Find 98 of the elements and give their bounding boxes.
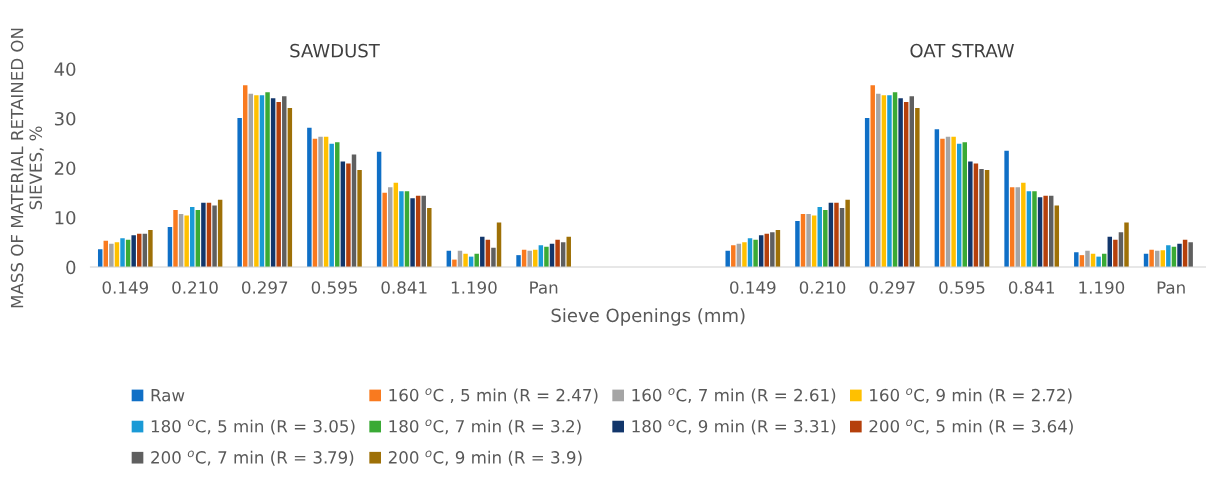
bar bbox=[254, 95, 259, 268]
bar bbox=[544, 246, 549, 268]
bar bbox=[731, 245, 736, 268]
bar bbox=[1166, 245, 1171, 268]
bar bbox=[533, 249, 538, 268]
bar bbox=[753, 239, 758, 268]
bar bbox=[1021, 182, 1026, 268]
bar bbox=[410, 198, 415, 268]
bar bbox=[940, 138, 945, 268]
bar bbox=[1149, 249, 1154, 268]
y-tick-label: 20 bbox=[54, 161, 76, 176]
x-tick-label: 0.841 bbox=[1008, 281, 1055, 294]
bar bbox=[399, 191, 404, 268]
x-tick-label: 0.595 bbox=[939, 281, 985, 294]
bar bbox=[318, 136, 323, 268]
x-tick-label: 0.149 bbox=[102, 281, 148, 294]
bar bbox=[427, 208, 432, 268]
bar bbox=[887, 95, 892, 268]
bar bbox=[1113, 239, 1118, 268]
bar bbox=[1096, 256, 1101, 268]
x-tick-label: 0.149 bbox=[730, 281, 776, 294]
x-tick-label: 0.210 bbox=[799, 281, 846, 294]
bar bbox=[276, 102, 281, 268]
bar bbox=[201, 202, 206, 268]
bar bbox=[725, 250, 730, 268]
bar bbox=[1177, 243, 1182, 268]
x-tick-label: 1.190 bbox=[1079, 281, 1125, 294]
legend-label: 160 $^{o}$C, 9 min (R = 2.72) bbox=[870, 388, 1072, 404]
y-tick-label: 10 bbox=[55, 210, 76, 225]
bar bbox=[795, 220, 800, 268]
text: OAT STRAW bbox=[910, 43, 1014, 58]
bar bbox=[527, 250, 532, 268]
bar bbox=[131, 235, 136, 268]
legend-label: 200 $^{o}$C, 7 min (R = 3.79) bbox=[151, 450, 354, 466]
x-tick-label: 0.595 bbox=[311, 281, 357, 294]
x-tick-label: 0.297 bbox=[242, 281, 288, 294]
bar bbox=[109, 243, 114, 268]
legend-label: 180 $^{o}$C, 7 min (R = 3.2) bbox=[389, 419, 581, 435]
bar bbox=[265, 92, 270, 268]
bar bbox=[120, 238, 125, 268]
bar bbox=[382, 192, 387, 268]
x-tick-label: 1.190 bbox=[451, 281, 497, 294]
bar bbox=[834, 202, 839, 268]
bar bbox=[1032, 191, 1037, 268]
bar bbox=[307, 127, 312, 268]
legend-label: 200 $^{o}$C, 9 min (R = 3.9) bbox=[388, 450, 582, 466]
bar bbox=[870, 85, 875, 268]
bar bbox=[282, 96, 287, 268]
bar bbox=[1188, 242, 1193, 268]
x-tick-label: 0.841 bbox=[381, 281, 427, 294]
bar bbox=[357, 169, 362, 268]
bar bbox=[806, 214, 811, 268]
bar bbox=[212, 205, 217, 268]
bar bbox=[979, 168, 984, 268]
bar bbox=[463, 253, 468, 268]
legend-label: 180 $^{o}$C, 9 min (R = 3.31) bbox=[632, 419, 836, 435]
x-tick-label: 0.210 bbox=[172, 281, 218, 294]
legend-label: 200 $^{o}$C, 5 min (R = 3.64) bbox=[869, 419, 1073, 435]
y-tick-label: 30 bbox=[54, 111, 76, 126]
bar bbox=[555, 239, 560, 268]
text: SAWDUST bbox=[290, 43, 380, 58]
bar bbox=[1043, 195, 1048, 268]
y-axis-title: MASS OF MATERIAL RETAINED ON SIEVES, % bbox=[10, 28, 44, 308]
x-tick-label: 0.297 bbox=[869, 281, 915, 294]
bar bbox=[452, 259, 457, 268]
legend-label: 180 $^{o}$C, 5 min (R = 3.05) bbox=[151, 419, 355, 435]
bar bbox=[770, 232, 775, 268]
x-tick-label: Pan bbox=[530, 281, 558, 294]
bar bbox=[480, 236, 485, 268]
bar bbox=[491, 247, 496, 268]
legend-label: Raw bbox=[151, 389, 185, 402]
bar bbox=[823, 210, 828, 268]
bar bbox=[148, 229, 153, 268]
x-axis-title: Sieve Openings (mm) bbox=[551, 308, 745, 326]
bar bbox=[845, 199, 850, 268]
bar bbox=[184, 215, 189, 268]
bar bbox=[1124, 222, 1129, 268]
bar bbox=[1074, 252, 1079, 268]
bar bbox=[1004, 150, 1009, 268]
bar bbox=[1085, 250, 1090, 268]
bar bbox=[346, 163, 351, 268]
legend-label: 160 $^{o}$C , 5 min (R = 2.47) bbox=[389, 388, 598, 404]
bar bbox=[237, 117, 242, 268]
bar bbox=[329, 143, 334, 268]
bar bbox=[421, 195, 426, 268]
bar bbox=[915, 108, 920, 268]
bar bbox=[516, 255, 521, 268]
bar bbox=[173, 210, 178, 268]
bar bbox=[898, 98, 903, 268]
x-tick-label: Pan bbox=[1157, 281, 1185, 294]
bar bbox=[968, 161, 973, 268]
bar bbox=[742, 242, 747, 268]
y-tick-label: 40 bbox=[54, 62, 76, 77]
bar bbox=[876, 93, 881, 268]
y-tick-label: 0 bbox=[66, 260, 76, 275]
legend-label: 160 $^{o}$C, 7 min (R = 2.61) bbox=[632, 388, 836, 404]
bar bbox=[951, 136, 956, 268]
bar bbox=[474, 253, 479, 268]
